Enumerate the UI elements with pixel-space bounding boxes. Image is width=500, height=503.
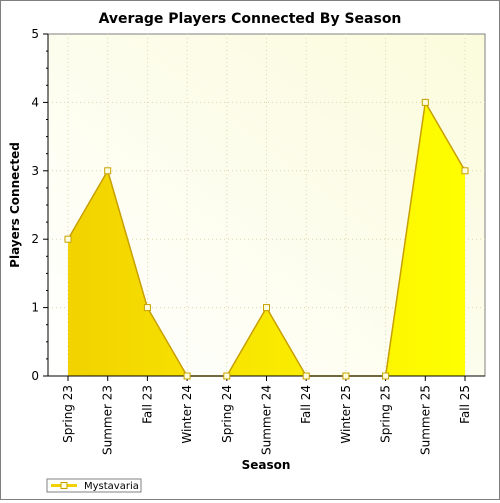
data-point-marker <box>421 98 429 106</box>
x-tick-label: Winter 24 <box>180 385 194 444</box>
x-tick-label: Summer 25 <box>418 385 432 455</box>
data-point-marker <box>342 372 350 380</box>
legend-swatch-marker <box>60 482 68 489</box>
data-point-marker <box>382 372 390 380</box>
legend-label: Mystavaria <box>84 481 139 492</box>
y-tick-label: 5 <box>31 27 39 41</box>
data-point-marker <box>143 304 151 312</box>
legend: Mystavaria <box>46 478 142 493</box>
data-point-marker <box>223 372 231 380</box>
x-axis-title: Season <box>242 458 291 472</box>
x-tick-label: Spring 24 <box>220 385 234 443</box>
x-tick-label: Fall 24 <box>299 385 313 424</box>
x-tick-label: Spring 25 <box>379 385 393 443</box>
data-point-marker <box>183 372 191 380</box>
y-tick-label: 4 <box>31 95 39 109</box>
series-area-fill <box>68 102 465 377</box>
y-tick-label: 0 <box>31 369 39 383</box>
x-tick-label: Summer 23 <box>101 385 115 455</box>
axis-layer: 0 1 2 3 4 5 Spring 23 Summer 23 Fall 23 Winter 24… <box>31 27 485 455</box>
x-tick-label: Fall 25 <box>458 385 472 424</box>
y-axis-title: Players Connected <box>8 142 22 268</box>
x-tick-label: Winter 25 <box>339 385 353 444</box>
data-point-marker <box>64 235 72 243</box>
data-point-marker <box>263 304 270 312</box>
x-tick-label: Spring 23 <box>61 385 75 443</box>
data-point-marker <box>104 167 112 175</box>
x-tick-label: Fall 23 <box>140 385 154 424</box>
chart-title: Average Players Connected By Season <box>99 11 402 27</box>
y-tick-label: 3 <box>31 164 39 178</box>
x-tick-label: Summer 24 <box>260 385 274 455</box>
y-tick-label: 1 <box>31 301 39 315</box>
data-point-marker <box>302 372 310 380</box>
legend-box <box>46 478 142 493</box>
y-tick-label: 2 <box>31 232 39 246</box>
data-point-marker <box>461 167 469 175</box>
marker-layer <box>64 98 469 380</box>
